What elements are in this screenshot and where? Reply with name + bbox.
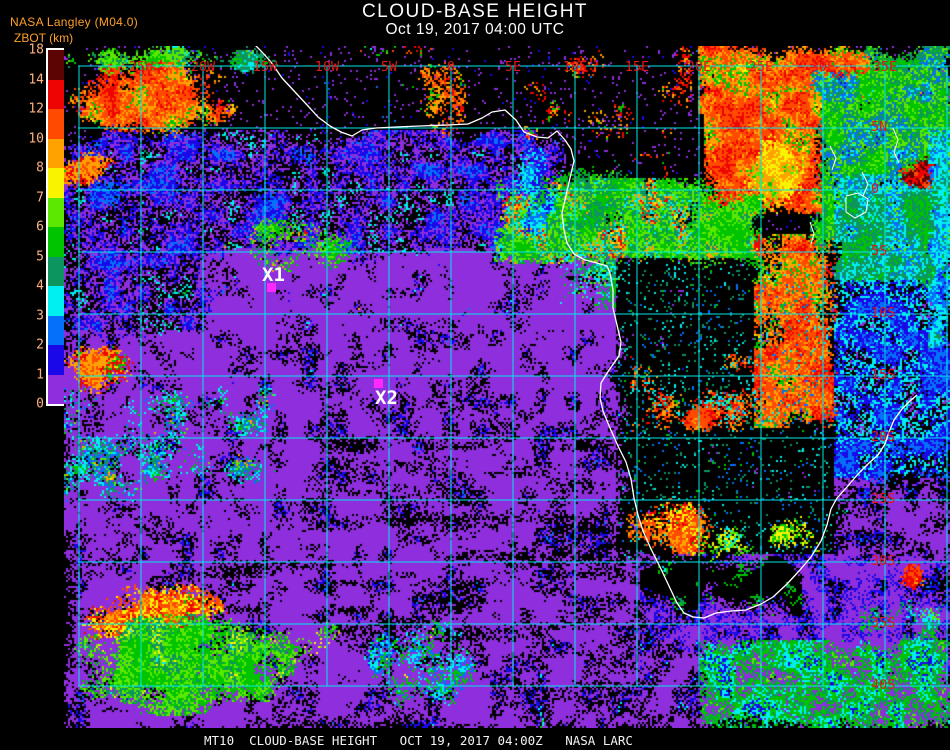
colorbar-segment-4-5 xyxy=(48,256,66,286)
credit-label: NASA Langley (M04.0) xyxy=(10,15,139,29)
colorbar-segment-7-8 xyxy=(48,168,66,198)
colorbar-segment-8-10 xyxy=(48,138,66,168)
map-overlay: 25W 20W 15W 10W 5W 0 5E 10E 15E 20E 25E 30E 35E 5N 0 5S… xyxy=(78,46,950,693)
lake-outline xyxy=(892,127,900,164)
colorbar-tick-3: 3 xyxy=(36,308,44,323)
colorbar-tick-14: 14 xyxy=(28,72,44,87)
lon-label-5E: 5E xyxy=(505,59,521,75)
colorbar-segment-3-4 xyxy=(48,286,66,316)
colorbar-bar xyxy=(46,48,68,406)
colorbar-tick-18: 18 xyxy=(28,42,44,58)
colorbar-segment-10-12 xyxy=(48,109,66,139)
colorbar-tick-1: 1 xyxy=(36,367,44,382)
lon-label-15W: 15W xyxy=(253,59,278,75)
colorbar-legend: 18 14 12 10 8 7 6 5 4 3 2 1 0 xyxy=(0,0,72,420)
lon-label-20W: 20W xyxy=(191,59,216,75)
lake-outline xyxy=(829,145,837,171)
colorbar-tick-12: 12 xyxy=(28,101,44,117)
colorbar-tick-8: 8 xyxy=(36,160,44,176)
units-label: ZBOT (km) xyxy=(14,31,74,45)
colorbar-tick-4: 4 xyxy=(36,278,44,294)
lake-outline xyxy=(861,171,869,197)
lat-label-15S: 15S xyxy=(871,367,895,383)
lon-label-10W: 10W xyxy=(315,59,340,75)
colorbar-tick-5: 5 xyxy=(36,249,44,264)
lat-label-40S: 40S xyxy=(871,677,895,693)
colorbar-segment-1-2 xyxy=(48,345,66,375)
footer-caption: MT10 CLOUD-BASE HEIGHT OCT 19, 2017 04:0… xyxy=(204,733,633,748)
colorbar-segment-6-7 xyxy=(48,197,66,227)
lon-label-25E: 25E xyxy=(749,59,773,75)
marker-X2-square xyxy=(374,379,383,388)
lon-label-0: 0 xyxy=(447,59,455,75)
lat-label-0: 0 xyxy=(871,181,879,197)
colorbar-segment-14-18 xyxy=(48,50,66,80)
lat-label-35S: 35S xyxy=(871,615,895,631)
lon-label-30E: 30E xyxy=(811,59,835,75)
page-subtitle: Oct 19, 2017 04:00 UTC xyxy=(385,21,565,38)
marker-X2-label: X2 xyxy=(375,387,398,409)
colorbar-tick-0: 0 xyxy=(36,396,44,412)
lake-outline xyxy=(809,221,815,245)
lat-label-20S: 20S xyxy=(871,429,895,445)
colorbar-segment-12-14 xyxy=(48,79,66,109)
marker-X1-square xyxy=(267,283,276,292)
lon-label-25W: 25W xyxy=(129,59,154,75)
lon-label-20E: 20E xyxy=(687,59,711,75)
lon-label-35E: 35E xyxy=(873,59,897,75)
lon-label-15E: 15E xyxy=(625,59,649,75)
lon-label-10E: 10E xyxy=(563,59,587,75)
cloud-field-canvas xyxy=(64,46,950,728)
page-title: CLOUD-BASE HEIGHT xyxy=(361,1,589,22)
colorbar-tick-6: 6 xyxy=(36,219,44,235)
colorbar-tick-2: 2 xyxy=(36,337,44,353)
colorbar-segment-5-6 xyxy=(48,227,66,257)
colorbar-segment-0-1 xyxy=(48,374,66,404)
lat-label-30S: 30S xyxy=(871,553,895,569)
lon-label-5W: 5W xyxy=(381,59,398,75)
lat-label-10S: 10S xyxy=(871,305,895,321)
lake-outline xyxy=(845,192,869,219)
colorbar-tick-10: 10 xyxy=(28,131,44,146)
lat-label-25S: 25S xyxy=(871,491,895,507)
marker-X1-label: X1 xyxy=(262,264,285,286)
colorbar-tick-7: 7 xyxy=(36,190,44,205)
lat-label-5S: 5S xyxy=(871,243,887,259)
coastline xyxy=(255,46,918,619)
colorbar-segment-2-3 xyxy=(48,315,66,345)
lat-label-5N: 5N xyxy=(871,119,887,135)
